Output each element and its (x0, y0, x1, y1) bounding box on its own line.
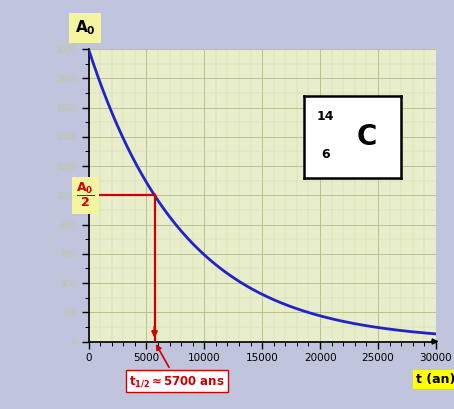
Text: t (an): t (an) (416, 373, 454, 386)
Text: $\mathbf{\dfrac{A_0}{2}}$: $\mathbf{\dfrac{A_0}{2}}$ (76, 181, 94, 209)
Text: $\mathbf{A_0}$: $\mathbf{A_0}$ (74, 19, 95, 37)
Text: $\mathbf{t_{1/2} \approx 5700\ ans}$: $\mathbf{t_{1/2} \approx 5700\ ans}$ (129, 346, 224, 389)
